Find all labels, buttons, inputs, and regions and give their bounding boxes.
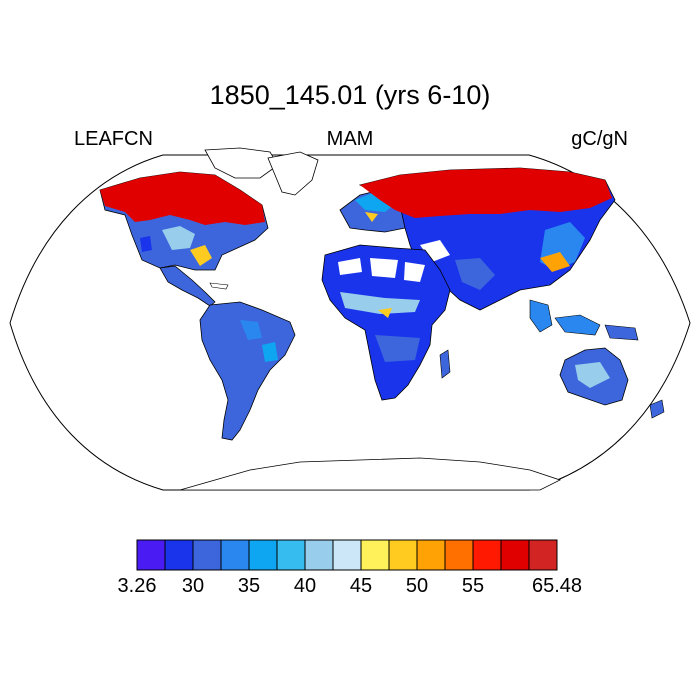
colorbar-tick-label: 40 [293,575,317,597]
season-label: MAM [326,128,374,150]
south-america [199,301,296,441]
colorbar-tick-label: 55 [461,575,485,597]
colorbar-box [164,539,194,571]
africa [321,244,451,401]
southeast-asia [529,299,639,341]
colorbar-box [248,539,278,571]
colorbar-box [220,539,250,571]
colorbar-tick-label: 30 [181,575,205,597]
colorbar-box [304,539,334,571]
units-label: gC/gN [571,128,628,150]
antarctica [179,457,562,491]
colorbar-box [192,539,222,571]
colorbar-box [388,539,418,571]
map-title: 1850_145.01 (yrs 6-10) [209,80,491,110]
colorbar-box [416,539,446,571]
colorbar-boxes [136,539,558,571]
variable-label: LEAFCN [74,128,153,150]
colorbar-box [360,539,390,571]
colorbar-tick-label: 3.26 [117,575,157,597]
colorbar-box [332,539,362,571]
colorbar-tick-label: 35 [237,575,261,597]
north-america [99,147,279,307]
australia [559,347,629,406]
colorbar-box [136,539,166,571]
colorbar-box [528,539,558,571]
madagascar [439,349,451,379]
colorbar-tick-label: 65.48 [531,575,583,597]
colorbar-box [472,539,502,571]
colorbar-box [500,539,530,571]
caribbean [209,282,229,290]
greenland [267,151,319,196]
colorbar-tick-label: 50 [405,575,429,597]
asia [358,167,616,311]
colorbar-tick-label: 45 [349,575,373,597]
new-zealand [649,399,665,419]
colorbar-box [276,539,306,571]
colorbar-box [444,539,474,571]
